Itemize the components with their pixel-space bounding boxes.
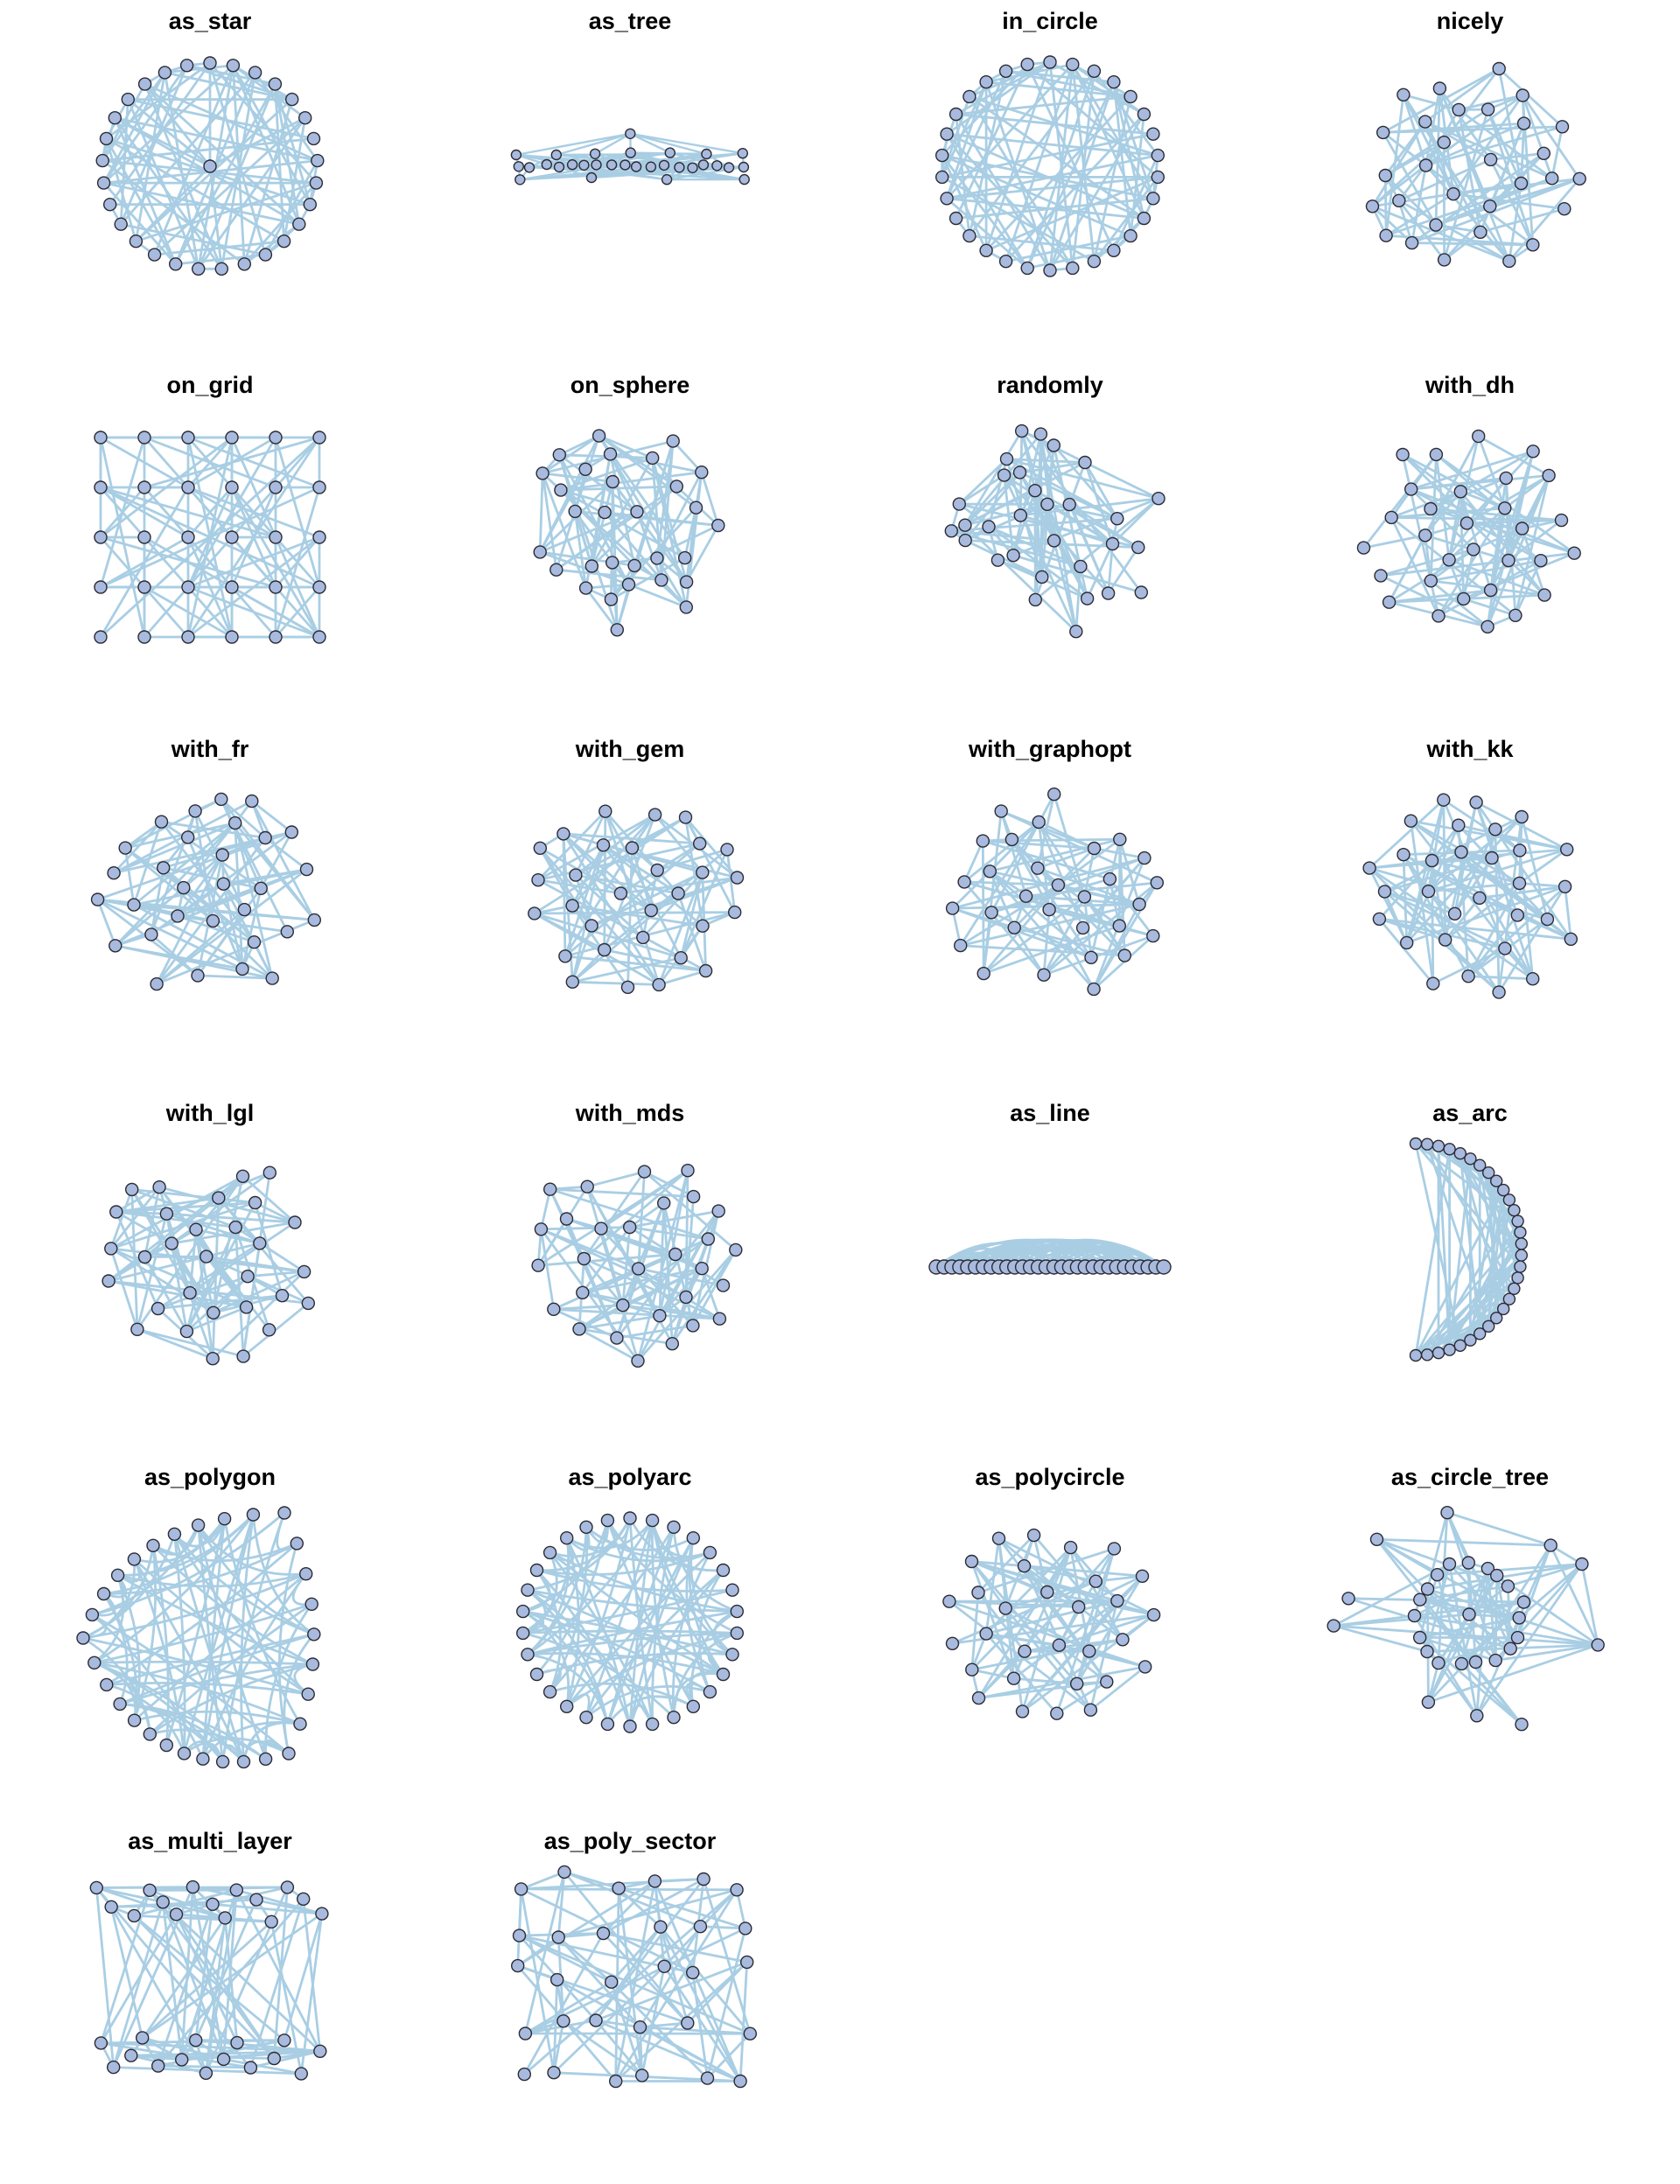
- panel-title: with_kk: [1426, 736, 1514, 763]
- panel-title: as_line: [1010, 1100, 1090, 1127]
- graph-as_arc: [1409, 1137, 1528, 1362]
- panel-nicely: nicely: [1260, 0, 1680, 364]
- panel-with_dh: with_dh: [1260, 364, 1680, 728]
- panel-title: with_gem: [575, 736, 685, 763]
- panel-as_poly_sector: as_poly_sector: [420, 1820, 840, 2184]
- panel-title: as_multi_layer: [128, 1828, 292, 1855]
- panel-as_polycircle: as_polycircle: [840, 1456, 1260, 1820]
- panel-title: with_mds: [575, 1100, 685, 1127]
- panel-as_star: as_star: [0, 0, 420, 364]
- panel-in_circle: in_circle: [840, 0, 1260, 364]
- graph-as_polygon: [76, 1506, 321, 1769]
- graph-as_poly_sector: [510, 1865, 757, 2089]
- panel-title: with_lgl: [165, 1100, 255, 1127]
- panel-as_circle_tree: as_circle_tree: [1260, 1456, 1680, 1820]
- panel-title: randomly: [997, 372, 1103, 399]
- graph-with_mds: [531, 1164, 743, 1368]
- panel-title: with_graphopt: [969, 736, 1131, 763]
- panel-title: as_polycircle: [975, 1464, 1125, 1491]
- panel-as_arc: as_arc: [1260, 1092, 1680, 1456]
- panel-as_polygon: as_polygon: [0, 1456, 420, 1820]
- panel-with_fr: with_fr: [0, 728, 420, 1092]
- graph-on_sphere: [533, 429, 725, 637]
- panel-on_grid: on_grid: [0, 364, 420, 728]
- panel-randomly: randomly: [840, 364, 1260, 728]
- panel-on_sphere: on_sphere: [420, 364, 840, 728]
- graph-as_multi_layer: [89, 1880, 329, 2081]
- panel-title: in_circle: [1002, 8, 1098, 35]
- panel-with_kk: with_kk: [1260, 728, 1680, 1092]
- graph-as_polyarc: [515, 1511, 744, 1733]
- graph-with_dh: [1356, 429, 1581, 634]
- graph-nicely: [1365, 61, 1586, 269]
- panel-title: as_poly_sector: [543, 1828, 717, 1855]
- panel-title: as_circle_tree: [1390, 1464, 1550, 1491]
- panel-title: on_grid: [166, 372, 254, 399]
- panel-with_graphopt: with_graphopt: [840, 728, 1260, 1092]
- panel-title: nicely: [1436, 8, 1504, 35]
- graph-with_lgl: [102, 1166, 315, 1366]
- panel-as_multi_layer: as_multi_layer: [0, 1820, 420, 2184]
- panel-title: as_polygon: [144, 1464, 276, 1491]
- graph-in_circle: [934, 55, 1165, 277]
- graph-with_graphopt: [945, 788, 1164, 997]
- graph-with_kk: [1362, 793, 1578, 999]
- graph-as_polycircle: [942, 1528, 1161, 1720]
- panel-title: on_sphere: [570, 372, 690, 399]
- graph-randomly: [944, 424, 1166, 639]
- panel-title: as_star: [168, 8, 252, 35]
- graph-as_star: [95, 56, 325, 276]
- panel-as_polyarc: as_polyarc: [420, 1456, 840, 1820]
- graph-as_circle_tree: [1326, 1506, 1605, 1732]
- panel-with_mds: with_mds: [420, 1092, 840, 1456]
- graph-on_grid: [94, 430, 326, 644]
- panel-title: as_tree: [588, 8, 672, 35]
- graph-as_tree: [510, 128, 750, 186]
- panel-title: with_dh: [1425, 372, 1515, 399]
- panel-title: as_arc: [1432, 1100, 1508, 1127]
- panel-title: as_polyarc: [568, 1464, 692, 1491]
- panel-as_tree: as_tree: [420, 0, 840, 364]
- graph-as_line: [928, 1238, 1172, 1275]
- graph-with_fr: [90, 792, 321, 991]
- graph-with_gem: [528, 804, 745, 994]
- panel-with_gem: with_gem: [420, 728, 840, 1092]
- panel-as_line: as_line: [840, 1092, 1260, 1456]
- panel-title: with_fr: [171, 736, 249, 763]
- panel-with_lgl: with_lgl: [0, 1092, 420, 1456]
